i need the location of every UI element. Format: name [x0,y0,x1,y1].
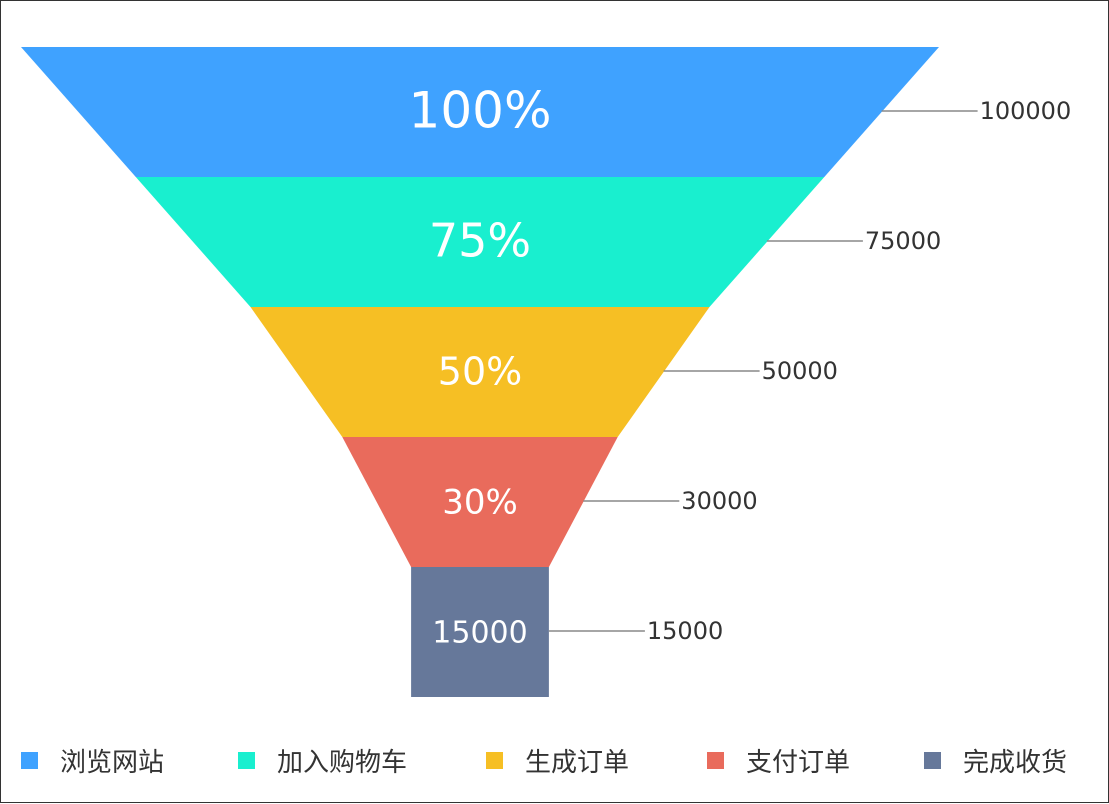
segment-value-label: 15000 [647,617,723,645]
legend-label: 完成收货 [963,747,1068,778]
funnel-segment-5[interactable] [411,567,549,697]
legend-label: 生成订单 [525,747,630,778]
legend-item-pay-order[interactable]: 支付订单 [707,733,850,787]
segment-value-label: 30000 [681,487,757,515]
legend-swatch [486,751,503,769]
legend: 浏览网站 加入购物车 生成订单 支付订单 完成收货 [1,733,1109,787]
segment-inner-label: 30% [442,483,518,523]
funnel-segment-1[interactable] [21,47,939,177]
legend-item-receive-goods[interactable]: 完成收货 [924,733,1067,787]
legend-swatch [238,751,255,769]
legend-swatch [707,751,724,769]
legend-item-browse[interactable]: 浏览网站 [21,733,164,787]
legend-label: 支付订单 [746,747,851,778]
funnel-segment-3[interactable] [250,307,710,437]
legend-item-create-order[interactable]: 生成订单 [486,733,629,787]
segment-inner-label: 100% [409,82,552,140]
funnel-segment-4[interactable] [342,437,618,567]
funnel-segment-2[interactable] [135,177,825,307]
legend-item-add-to-cart[interactable]: 加入购物车 [238,733,407,787]
legend-label: 浏览网站 [60,747,165,778]
segment-value-label: 75000 [865,227,941,255]
segment-inner-label: 50% [438,350,522,394]
segment-inner-label: 15000 [432,616,527,651]
legend-swatch [924,751,941,769]
legend-label: 加入购物车 [277,747,408,778]
segment-value-label: 100000 [980,97,1072,125]
segment-value-label: 50000 [762,357,838,385]
segment-inner-label: 75% [429,214,531,268]
legend-swatch [21,751,38,769]
